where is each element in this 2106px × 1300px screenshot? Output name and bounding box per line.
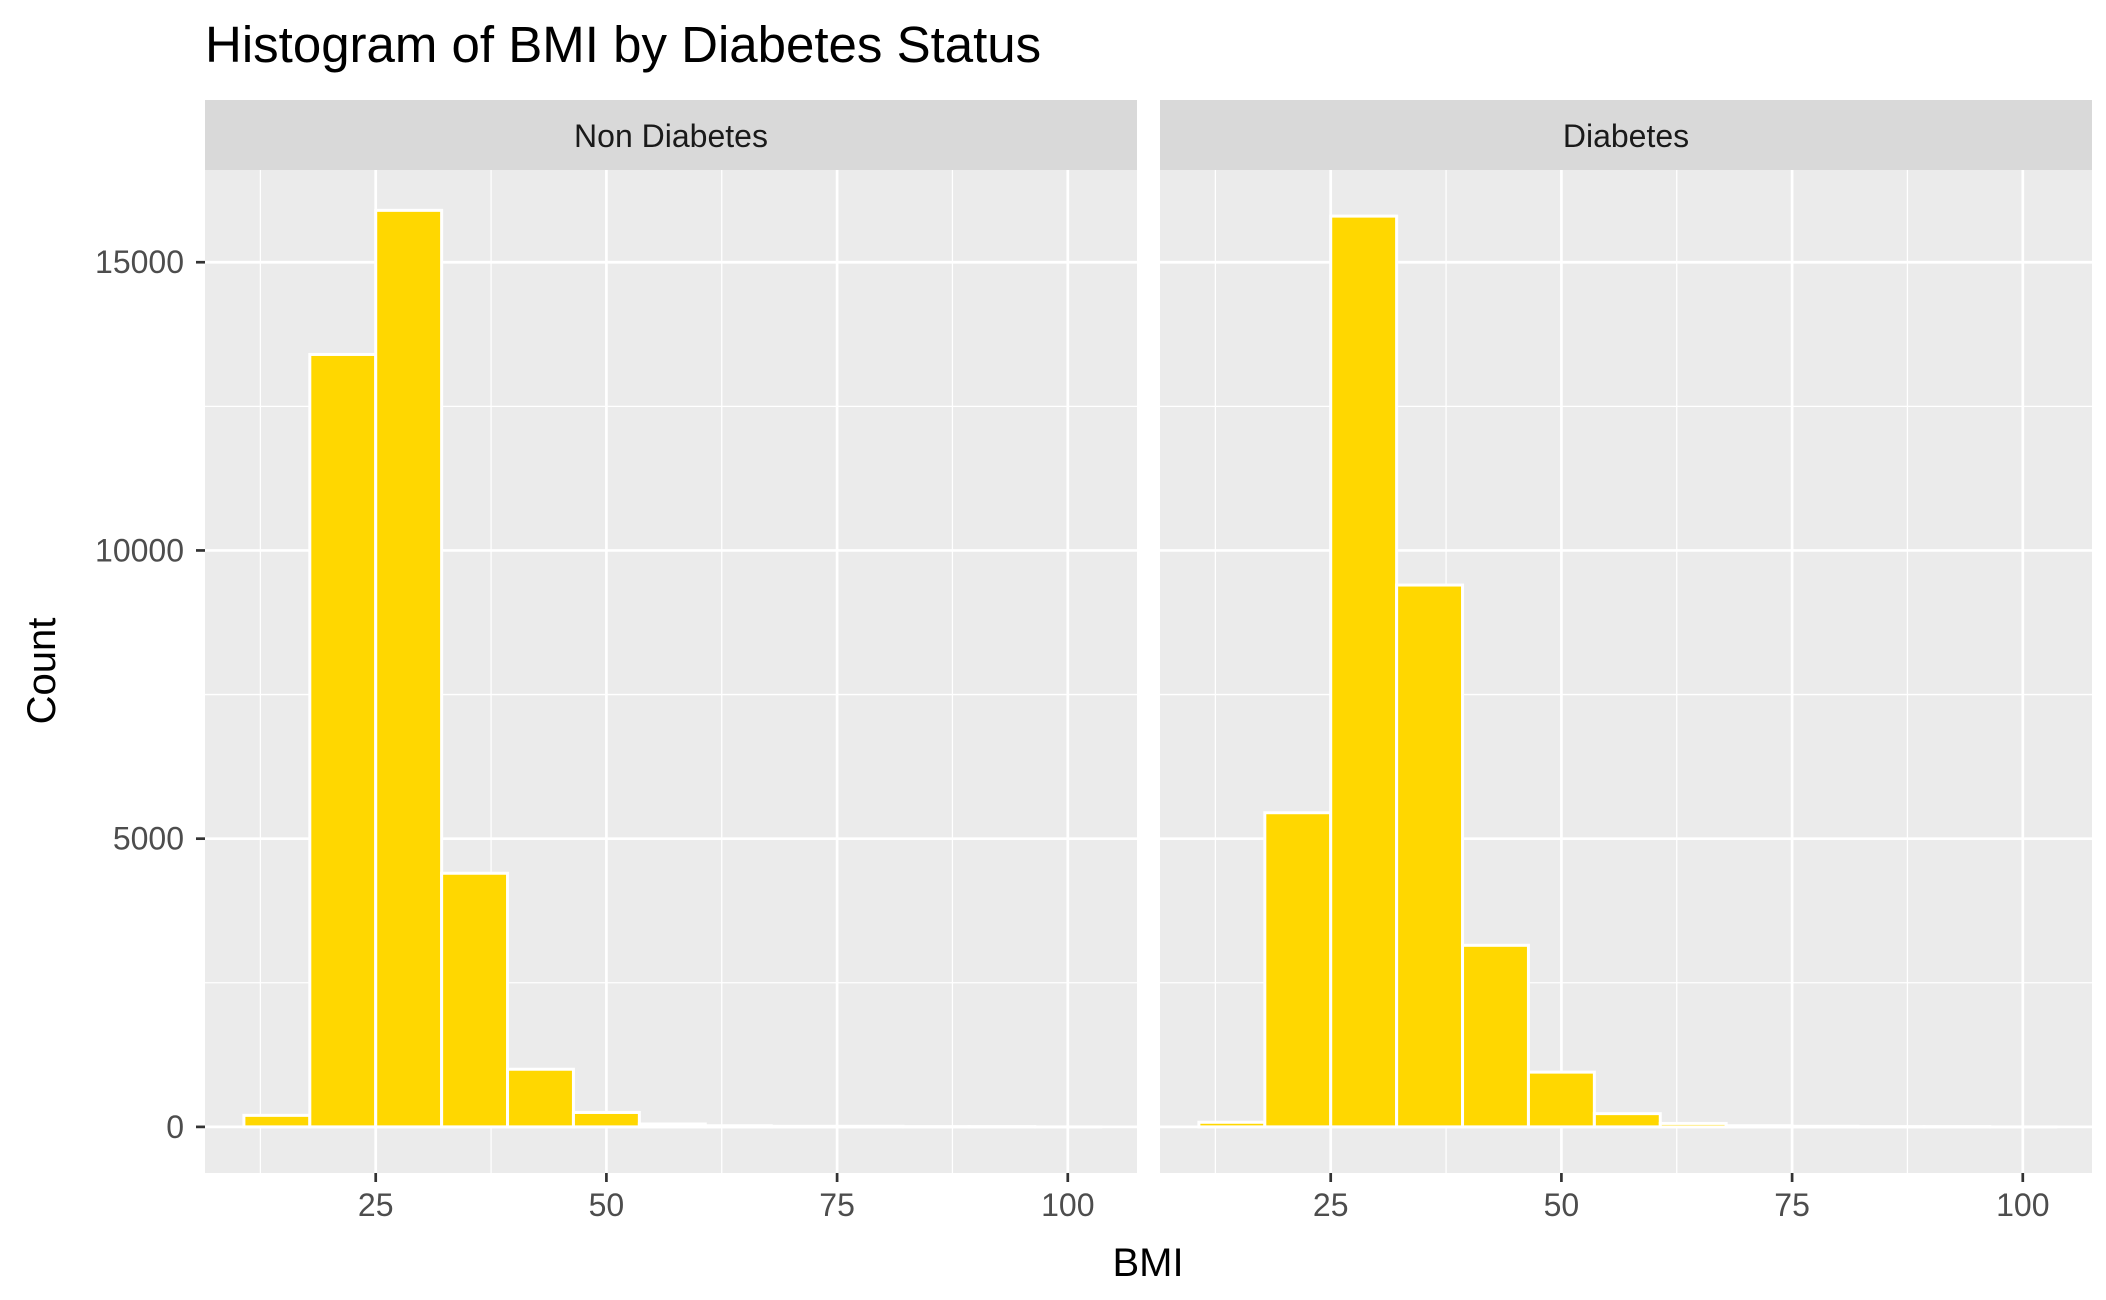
histogram-bar [1790,1124,1860,1129]
x-tick-label: 100 [1996,1187,2049,1223]
x-tick-label: 100 [1041,1187,1094,1223]
y-tick-label: 0 [166,1109,184,1145]
x-axis-title: BMI [1112,1241,1183,1285]
histogram-bar [506,1067,575,1129]
x-tick-label: 75 [1774,1187,1810,1223]
histogram-bar [308,352,378,1129]
x-axis-diabetes: 25 50 75 100 [1313,1173,2049,1223]
strip-background [1160,100,2092,170]
strip-background [205,100,1137,170]
y-tick-label: 10000 [95,532,184,568]
histogram-bar [769,1124,839,1129]
chart-title: Histogram of BMI by Diabetes Status [205,16,1041,73]
strip-label: Diabetes [1563,118,1689,154]
histogram-bar [637,1122,707,1129]
histogram-bar [1197,1120,1267,1129]
y-axis-title: Count [20,618,64,725]
histogram-bar [703,1124,773,1129]
histogram-bar [440,871,510,1129]
histogram-bar [571,1110,641,1129]
histogram-bar [1329,214,1399,1129]
histogram-bar [1263,811,1333,1129]
strip-label: Non Diabetes [574,118,768,154]
histogram-bar [1592,1112,1662,1129]
histogram-bar [242,1113,312,1129]
histogram-bar [374,208,444,1129]
bars [242,208,1103,1129]
x-axis-non-diabetes: 25 50 75 100 [358,1173,1094,1223]
x-tick-label: 75 [819,1187,855,1223]
histogram-bar [1461,943,1530,1129]
histogram-bar [1526,1070,1596,1129]
x-tick-label: 50 [589,1187,625,1223]
bars [1197,214,2058,1129]
histogram-bar [835,1124,905,1129]
histogram-bar [1395,583,1465,1129]
histogram-bar [1724,1124,1794,1129]
y-axis: 0 5000 10000 15000 [95,244,205,1145]
y-tick-label: 15000 [95,244,184,280]
x-tick-label: 25 [358,1187,394,1223]
x-tick-label: 50 [1544,1187,1580,1223]
y-tick-label: 5000 [113,821,184,857]
panel-non-diabetes: Non Diabetes [205,100,1137,1173]
histogram-bar [1658,1121,1728,1129]
x-tick-label: 25 [1313,1187,1349,1223]
panel-diabetes: Diabetes [1160,100,2092,1173]
